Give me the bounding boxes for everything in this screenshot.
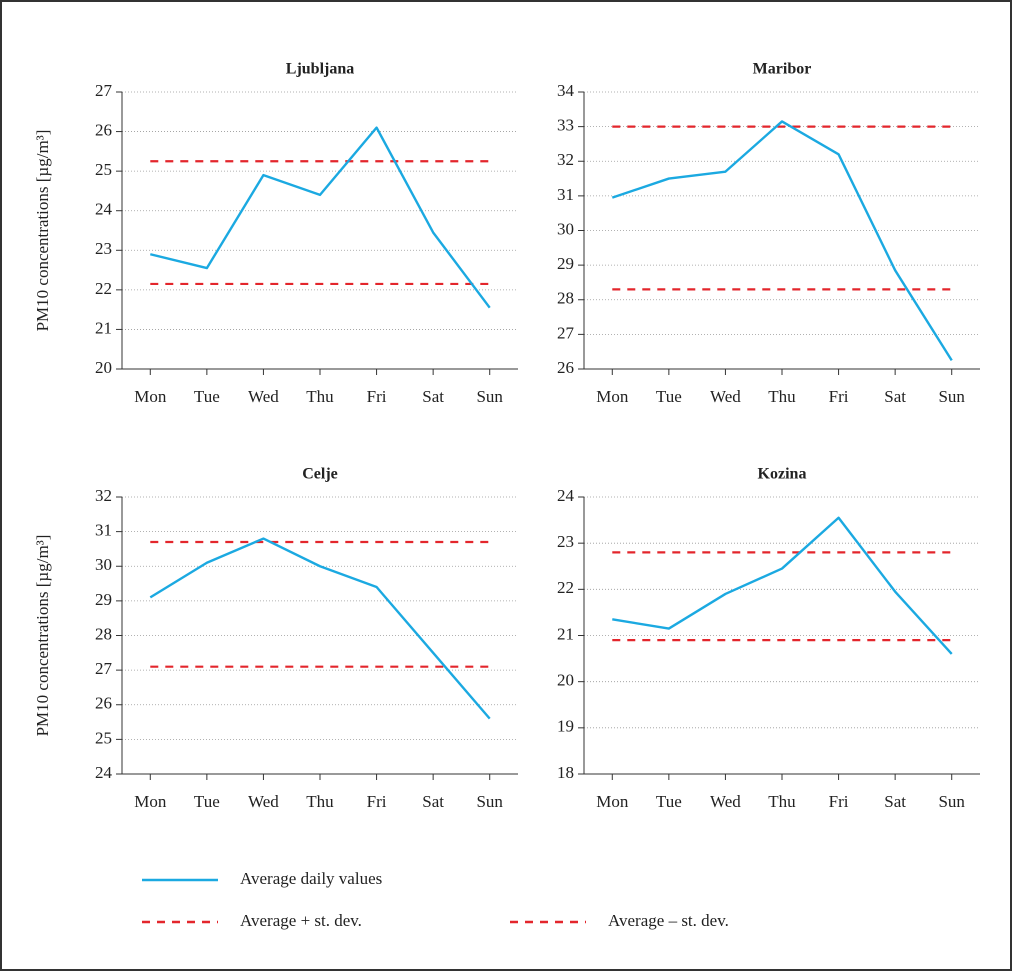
y-tick-label: 24 xyxy=(95,200,113,219)
data-line xyxy=(150,126,491,309)
x-tick-label: Sat xyxy=(884,792,906,811)
x-tick-label: Thu xyxy=(306,792,334,811)
x-tick-label: Thu xyxy=(306,387,334,406)
data-line xyxy=(612,516,953,655)
legend-label: Average daily values xyxy=(240,869,382,888)
y-tick-label: 19 xyxy=(557,717,574,736)
y-tick-label: 20 xyxy=(557,671,574,690)
x-tick-label: Tue xyxy=(194,792,220,811)
x-tick-label: Wed xyxy=(710,387,741,406)
y-tick-label: 33 xyxy=(557,116,574,135)
chart-title: Kozina xyxy=(758,466,807,483)
y-tick-label: 30 xyxy=(95,555,112,574)
x-tick-label: Fri xyxy=(367,387,387,406)
x-tick-label: Sat xyxy=(422,792,444,811)
chart-title: Celje xyxy=(302,466,338,483)
data-line xyxy=(611,120,953,361)
x-tick-label: Mon xyxy=(596,792,629,811)
y-tick-label: 23 xyxy=(557,532,574,551)
x-tick-label: Sat xyxy=(422,387,444,406)
y-tick-label: 26 xyxy=(95,694,112,713)
x-tick-label: Tue xyxy=(656,792,682,811)
x-tick-label: Fri xyxy=(367,792,387,811)
y-tick-label: 28 xyxy=(95,624,112,643)
y-tick-label: 27 xyxy=(95,659,113,678)
y-tick-label: 26 xyxy=(95,120,112,139)
y-axis-label: PM10 concentrations [µg/m³] xyxy=(33,130,52,332)
y-tick-label: 21 xyxy=(95,318,112,337)
y-tick-label: 24 xyxy=(557,486,575,505)
x-tick-label: Fri xyxy=(829,387,849,406)
x-tick-label: Tue xyxy=(194,387,220,406)
y-tick-label: 32 xyxy=(557,150,574,169)
chart-title: Maribor xyxy=(753,61,812,78)
x-tick-label: Wed xyxy=(248,792,279,811)
x-tick-label: Sat xyxy=(884,387,906,406)
y-tick-label: 22 xyxy=(557,578,574,597)
x-tick-label: Sun xyxy=(938,792,965,811)
y-tick-label: 24 xyxy=(95,763,113,782)
x-tick-label: Thu xyxy=(768,792,796,811)
x-tick-label: Sun xyxy=(938,387,965,406)
y-tick-label: 20 xyxy=(95,358,112,377)
y-tick-label: 25 xyxy=(95,728,112,747)
x-tick-label: Mon xyxy=(134,792,167,811)
y-tick-label: 25 xyxy=(95,160,112,179)
x-tick-label: Sun xyxy=(476,792,503,811)
y-tick-label: 23 xyxy=(95,239,112,258)
y-tick-label: 27 xyxy=(557,323,575,342)
y-tick-label: 21 xyxy=(557,624,574,643)
x-tick-label: Sun xyxy=(476,387,503,406)
y-axis-label: PM10 concentrations [µg/m³] xyxy=(33,535,52,737)
legend-label: Average – st. dev. xyxy=(608,911,729,930)
y-tick-label: 22 xyxy=(95,279,112,298)
x-tick-label: Thu xyxy=(768,387,796,406)
y-tick-label: 27 xyxy=(95,81,113,100)
y-tick-label: 18 xyxy=(557,763,574,782)
x-tick-label: Wed xyxy=(248,387,279,406)
y-tick-label: 34 xyxy=(557,81,575,100)
y-tick-label: 30 xyxy=(557,219,574,238)
x-tick-label: Fri xyxy=(829,792,849,811)
x-tick-label: Wed xyxy=(710,792,741,811)
legend-label: Average + st. dev. xyxy=(240,911,362,930)
data-line xyxy=(149,537,491,720)
y-tick-label: 29 xyxy=(557,254,574,273)
y-tick-label: 26 xyxy=(557,358,574,377)
y-tick-label: 29 xyxy=(95,590,112,609)
y-tick-label: 31 xyxy=(95,521,112,540)
chart-title: Ljubljana xyxy=(286,61,354,78)
x-tick-label: Mon xyxy=(596,387,629,406)
x-tick-label: Tue xyxy=(656,387,682,406)
x-tick-label: Mon xyxy=(134,387,167,406)
y-tick-label: 31 xyxy=(557,185,574,204)
y-tick-label: 28 xyxy=(557,289,574,308)
y-tick-label: 32 xyxy=(95,486,112,505)
